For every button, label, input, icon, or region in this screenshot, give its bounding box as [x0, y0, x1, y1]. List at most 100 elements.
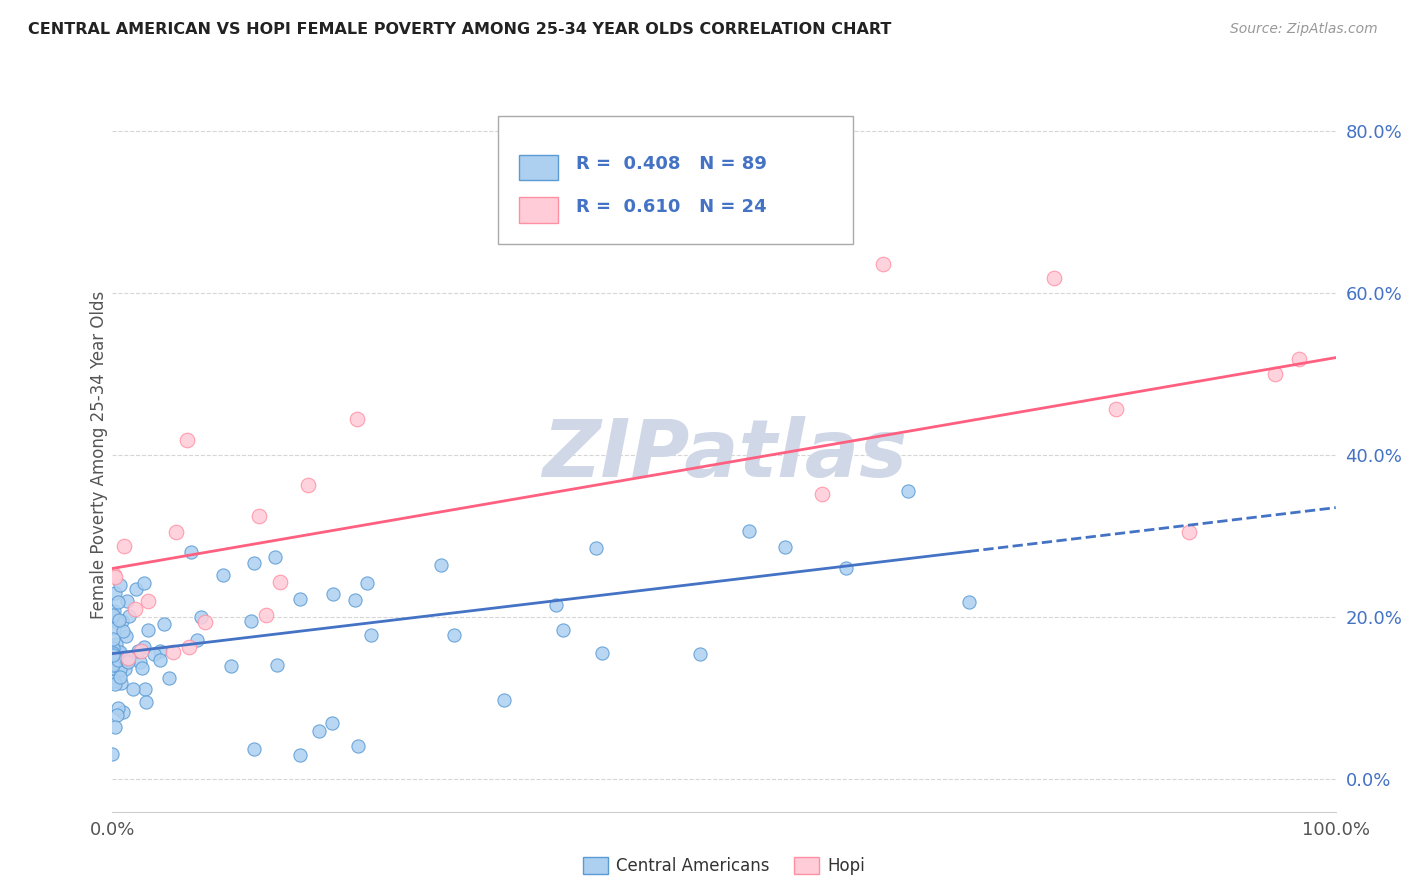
Point — [347, 739, 370, 753]
Point — [219, 659, 242, 673]
Point — [103, 604, 125, 618]
Point — [239, 614, 262, 628]
Point — [108, 661, 131, 675]
Y-axis label: Female Poverty Among 25-34 Year Olds: Female Poverty Among 25-34 Year Olds — [90, 291, 108, 619]
Point — [132, 640, 155, 654]
Point — [101, 608, 124, 623]
Point — [162, 644, 184, 658]
Point — [124, 602, 146, 616]
Point — [129, 644, 152, 658]
Point — [125, 582, 148, 596]
Point — [165, 525, 187, 540]
Point — [108, 578, 131, 592]
Point — [111, 614, 134, 628]
Point — [1178, 524, 1201, 539]
Point — [149, 653, 172, 667]
Point — [346, 411, 368, 425]
Point — [190, 609, 212, 624]
Text: R =  0.610   N = 24: R = 0.610 N = 24 — [576, 198, 766, 216]
Point — [689, 647, 711, 661]
Point — [101, 646, 124, 660]
Point — [153, 617, 176, 632]
Point — [835, 560, 858, 574]
Point — [114, 629, 136, 643]
Point — [136, 593, 159, 607]
Point — [297, 477, 319, 491]
Point — [114, 662, 136, 676]
Point — [101, 747, 124, 761]
Point — [157, 671, 180, 685]
FancyBboxPatch shape — [498, 116, 852, 244]
Point — [115, 593, 138, 607]
Point — [193, 615, 215, 629]
Point — [143, 648, 166, 662]
Point — [957, 594, 980, 608]
Point — [360, 627, 382, 641]
Point — [103, 567, 125, 582]
Point — [897, 484, 920, 499]
Point — [107, 653, 129, 667]
Point — [591, 646, 613, 660]
Point — [176, 433, 198, 447]
Point — [115, 654, 138, 668]
Point — [308, 723, 330, 738]
Point — [811, 487, 834, 501]
Point — [177, 640, 200, 654]
Point — [288, 592, 311, 607]
Point — [135, 695, 157, 709]
Point — [104, 570, 127, 584]
Point — [585, 541, 607, 556]
Text: R =  0.408   N = 89: R = 0.408 N = 89 — [576, 155, 766, 173]
Point — [112, 539, 135, 553]
Point — [546, 599, 568, 613]
Point — [264, 550, 287, 565]
Point — [103, 674, 125, 689]
Point — [269, 574, 291, 589]
Point — [254, 607, 277, 622]
Point — [180, 545, 202, 559]
Point — [430, 558, 453, 572]
Point — [131, 661, 153, 675]
FancyBboxPatch shape — [519, 154, 558, 180]
Point — [108, 613, 131, 627]
Text: ZIPatlas: ZIPatlas — [541, 416, 907, 494]
Text: CENTRAL AMERICAN VS HOPI FEMALE POVERTY AMONG 25-34 YEAR OLDS CORRELATION CHART: CENTRAL AMERICAN VS HOPI FEMALE POVERTY … — [28, 22, 891, 37]
Point — [775, 541, 797, 555]
Point — [104, 677, 127, 691]
Point — [101, 670, 124, 684]
Point — [112, 624, 135, 639]
Point — [107, 594, 129, 608]
Point — [122, 682, 145, 697]
Point — [288, 747, 311, 762]
Point — [443, 628, 465, 642]
Point — [129, 655, 152, 669]
Point — [112, 706, 135, 720]
Point — [108, 644, 131, 658]
Point — [117, 655, 139, 669]
Point — [322, 586, 344, 600]
Point — [101, 657, 124, 671]
Point — [101, 632, 124, 646]
Point — [247, 508, 270, 523]
Point — [1288, 352, 1310, 367]
Point — [103, 621, 125, 635]
Point — [127, 644, 149, 658]
Point — [321, 715, 343, 730]
Point — [149, 643, 172, 657]
Point — [108, 670, 131, 684]
Point — [1043, 270, 1066, 285]
Point — [103, 641, 125, 656]
Point — [356, 576, 378, 591]
Point — [103, 656, 125, 670]
Point — [101, 608, 124, 623]
FancyBboxPatch shape — [519, 197, 558, 223]
Point — [492, 693, 515, 707]
Legend: Central Americans, Hopi: Central Americans, Hopi — [576, 850, 872, 882]
Point — [243, 556, 266, 570]
Point — [115, 651, 138, 665]
Point — [104, 637, 127, 651]
Point — [110, 675, 132, 690]
Point — [136, 623, 159, 637]
Point — [1264, 367, 1286, 381]
Point — [243, 741, 266, 756]
